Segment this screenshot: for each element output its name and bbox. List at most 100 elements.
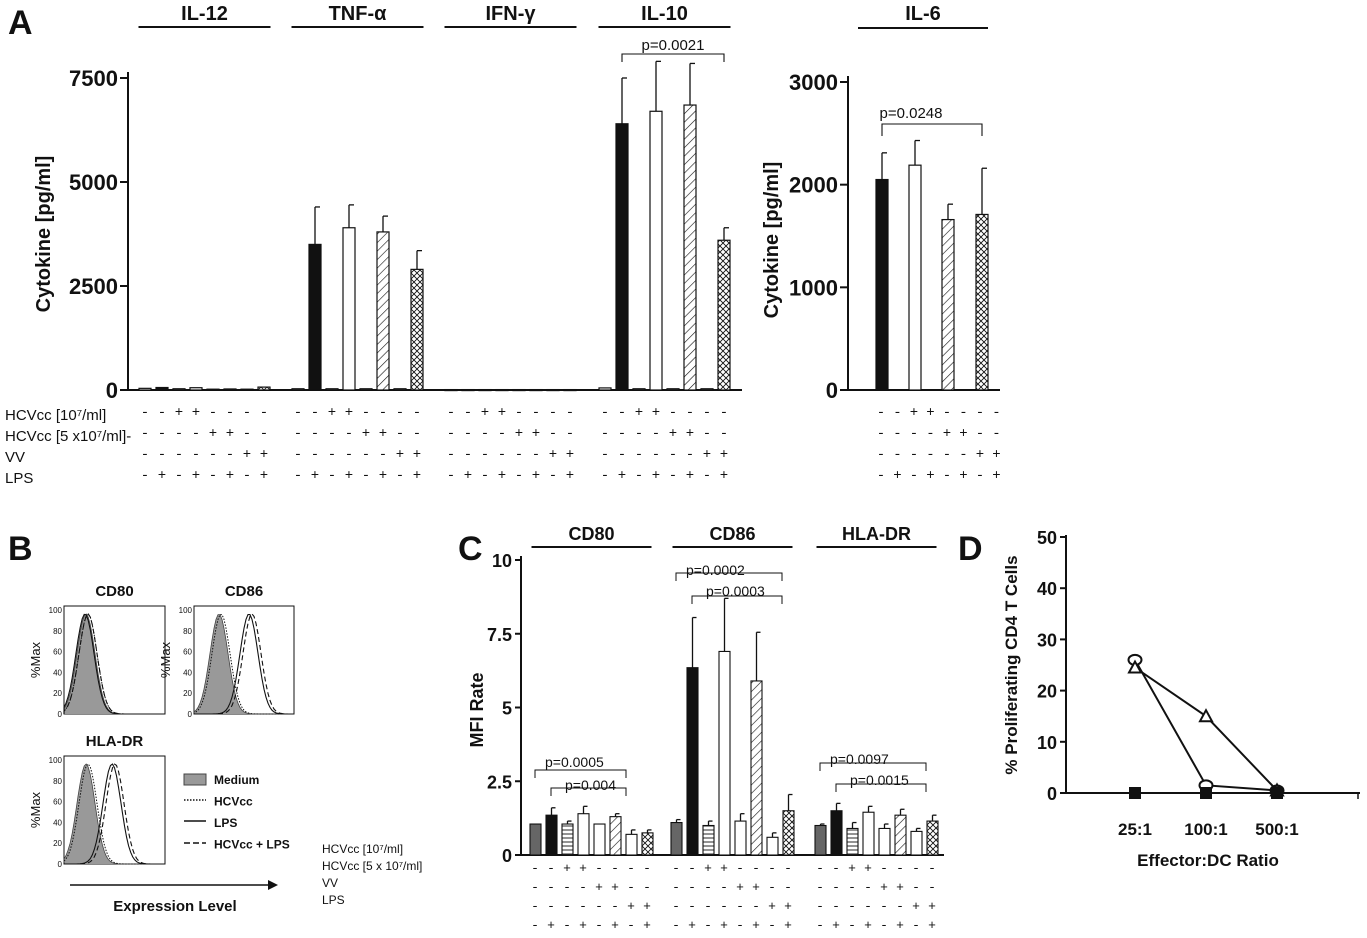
cond-a-sym: - — [464, 426, 472, 442]
cond-a-sym: + — [720, 468, 728, 484]
cond-a-sym: - — [447, 447, 455, 463]
cond-il6-sym: + — [943, 426, 951, 442]
cond-a-sym: + — [566, 468, 574, 484]
cond-a-sym: + — [362, 426, 370, 442]
legend-label: Medium — [214, 773, 259, 787]
cond-c-sym: + — [784, 918, 792, 933]
point-square — [1271, 787, 1283, 799]
cond-a-sym: - — [703, 405, 711, 421]
cond-c-sym: - — [672, 880, 680, 895]
cond-a-sym: - — [294, 447, 302, 463]
cond-c-sym: - — [643, 880, 651, 895]
cond-a-sym: + — [192, 405, 200, 421]
cond-c-sym: - — [848, 899, 856, 914]
y-tick-label: 7500 — [69, 66, 118, 91]
cond-a-sym: - — [311, 405, 319, 421]
c-sig-label: p=0.0002 — [686, 562, 745, 578]
cond-a-sym: - — [669, 405, 677, 421]
cond-c-sym: - — [704, 899, 712, 914]
cond-c-sym: + — [864, 918, 872, 933]
cond-a-sym: - — [141, 426, 149, 442]
bar-TNF-α-5 — [376, 231, 390, 391]
legend-label: HCVcc + LPS — [214, 838, 290, 852]
cond-c-sym: - — [768, 861, 776, 876]
c-bar-CD86-7 — [782, 810, 795, 856]
group-title-1: TNF-α — [329, 3, 388, 25]
bar-IFN-γ-2 — [478, 388, 492, 392]
hist-ytick: 40 — [53, 818, 62, 827]
cond-a-sym: - — [447, 426, 455, 442]
cond-a-sym: + — [720, 447, 728, 463]
cond-a-sym: - — [532, 447, 540, 463]
series-line-circle — [1134, 659, 1278, 792]
cond-c-sym: + — [579, 861, 587, 876]
expression-label: Expression Level — [113, 898, 236, 915]
cond-c-sym: - — [672, 899, 680, 914]
cond-c-sym: - — [531, 899, 539, 914]
cond-c-sym: - — [768, 918, 776, 933]
hist-ytick: 0 — [58, 860, 63, 869]
cond-c-sym: - — [627, 880, 635, 895]
cond-c-sym: + — [848, 861, 856, 876]
cond-a-sym: - — [447, 468, 455, 484]
cond-il6-sym: - — [926, 426, 934, 442]
cond-c-sym: - — [768, 880, 776, 895]
bar-IFN-γ-3 — [495, 388, 509, 392]
c-bar-HLA-DR-2 — [846, 827, 859, 856]
cond-a-sym: - — [635, 468, 643, 484]
cond-c-sym: - — [784, 861, 792, 876]
cond-c-sym: - — [595, 899, 603, 914]
cond-a-sym: - — [158, 447, 166, 463]
cond-a-sym: + — [379, 468, 387, 484]
sig-label: p=0.0248 — [880, 105, 943, 122]
y-tick-label: 0 — [502, 846, 512, 866]
cond-c-sym: - — [579, 899, 587, 914]
bar-TNF-α-0 — [291, 388, 305, 391]
cond-il6-sym: - — [992, 405, 1000, 421]
cond-a-sym: - — [328, 468, 336, 484]
cond-c-sym: - — [672, 861, 680, 876]
c-bar-CD86-6 — [766, 836, 779, 856]
cond-a-sym: - — [158, 426, 166, 442]
cond-label-a: HCVcc [5 x10⁷/ml]- — [5, 428, 131, 445]
cond-a-sym: - — [175, 426, 183, 442]
y-tick-label: 2000 — [789, 173, 838, 198]
cond-a-sym: - — [362, 405, 370, 421]
cond-c-sym: - — [928, 880, 936, 895]
cond-c-sym: - — [752, 899, 760, 914]
cond-c-sym: - — [720, 899, 728, 914]
cond-a-sym: - — [260, 405, 268, 421]
cond-a-sym: - — [720, 405, 728, 421]
cond-a-sym: - — [226, 447, 234, 463]
cond-il6-sym: + — [926, 405, 934, 421]
bar-TNF-α-1 — [308, 243, 322, 391]
cond-a-sym: + — [226, 468, 234, 484]
cond-a-sym: - — [703, 468, 711, 484]
c-bar-HLA-DR-3 — [862, 811, 875, 856]
c-bar-CD86-1 — [686, 667, 699, 856]
bar-IL-12-7 — [257, 386, 271, 391]
cond-a-sym: + — [396, 447, 404, 463]
cond-c-sym: - — [832, 899, 840, 914]
c-bar-CD86-3 — [718, 650, 731, 856]
c-sig-bracket — [534, 769, 627, 778]
bar-IL-10-0 — [598, 387, 612, 391]
cond-c-sym: - — [864, 880, 872, 895]
y-tick-label: 5000 — [69, 170, 118, 195]
y-tick-label: 7.5 — [487, 625, 512, 645]
cond-a-sym: - — [532, 405, 540, 421]
bar-IFN-γ-4 — [512, 388, 526, 392]
bar-IFN-γ-6 — [546, 388, 560, 392]
cond-a-sym: + — [311, 468, 319, 484]
cond-il6-sym: + — [910, 405, 918, 421]
cond-il6-sym: - — [877, 405, 885, 421]
panel-letter-c: C — [458, 530, 483, 568]
hist-ytick: 20 — [183, 689, 192, 698]
cond-il6-sym: + — [992, 468, 1000, 484]
cond-c-sym: - — [784, 880, 792, 895]
cond-il6-sym: - — [877, 468, 885, 484]
cond-c-sym: - — [531, 861, 539, 876]
bar-IL-12-5 — [223, 388, 237, 391]
bar-IL-12-4 — [206, 388, 220, 391]
cond-a-sym: - — [652, 426, 660, 442]
